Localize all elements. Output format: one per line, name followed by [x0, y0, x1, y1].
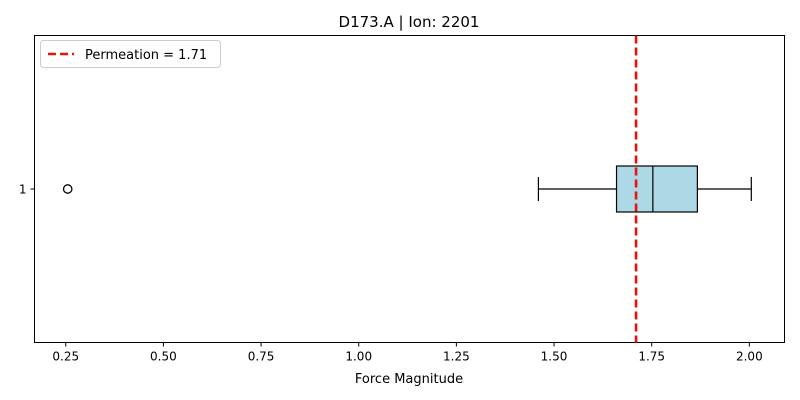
x-tick-label: 1.75	[638, 350, 665, 364]
legend: Permeation = 1.71	[40, 40, 221, 68]
x-axis-label: Force Magnitude	[355, 372, 463, 387]
y-tick-label: 1	[19, 183, 27, 197]
x-tick-label: 0.50	[150, 350, 177, 364]
y-axis-ticks: 1	[19, 183, 35, 197]
x-tick-label: 1.50	[541, 350, 568, 364]
x-tick-label: 1.25	[443, 350, 470, 364]
plot-marks	[62, 35, 752, 343]
legend-frame	[40, 40, 221, 68]
x-axis-ticks: 0.25 0.50 0.75 1.00 1.25 1.50 1.75 2.00	[52, 342, 763, 364]
legend-entry-label: Permeation = 1.71	[85, 48, 207, 63]
chart-title: D173.A | Ion: 2201	[339, 13, 480, 31]
x-tick-label: 1.00	[345, 350, 372, 364]
x-tick-label: 0.75	[248, 350, 275, 364]
x-tick-label: 2.00	[736, 350, 763, 364]
outlier-point	[62, 184, 73, 194]
x-tick-label: 0.25	[52, 350, 79, 364]
box-iqr	[615, 165, 698, 213]
